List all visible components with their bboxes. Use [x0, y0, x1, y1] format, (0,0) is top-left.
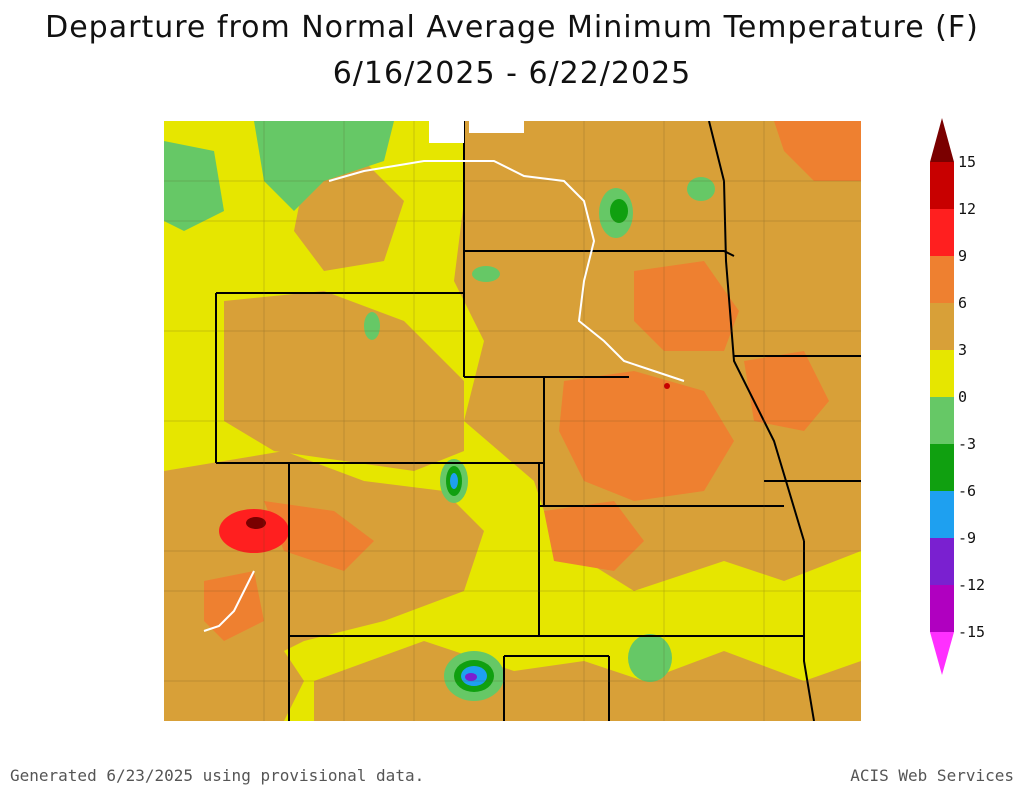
hot-spot-iowa-border	[664, 383, 670, 389]
legend-label: -6	[958, 482, 976, 500]
cool-region-west-edge	[164, 141, 224, 231]
cool-spot-minnesota	[687, 177, 715, 201]
missouri-river	[328, 160, 685, 382]
legend-band	[930, 162, 954, 209]
warm-region-wyoming	[224, 291, 464, 471]
colder-spot-oklahoma	[465, 673, 477, 681]
legend-label: -12	[958, 576, 985, 594]
cold-spot-colorado	[450, 473, 458, 489]
legend-band	[930, 397, 954, 444]
water-features	[203, 160, 685, 632]
map-date-range: 6/16/2025 - 6/22/2025	[332, 56, 692, 91]
warm-region-montana	[294, 161, 404, 271]
warmer-anomaly-regions	[204, 121, 861, 641]
boundary-mo-east	[803, 541, 815, 721]
state-boundaries	[215, 121, 861, 721]
boundary-nd-sd	[464, 250, 735, 257]
cool-spot-wyoming-east	[364, 312, 380, 340]
legend-bottom-arrow	[930, 632, 954, 675]
legend-label: 0	[958, 388, 967, 406]
warmer-region-colorado	[264, 501, 374, 571]
legend-band	[930, 209, 954, 256]
hot-spot-west	[219, 509, 289, 553]
legend-band	[930, 444, 954, 491]
warm-region-southwest	[164, 621, 304, 721]
legend-band	[930, 585, 954, 632]
county-lines	[164, 121, 861, 721]
warm-region-east-dakotas	[454, 121, 861, 591]
warmer-region-kansas	[544, 501, 644, 571]
legend-band	[930, 491, 954, 538]
legend-label: -15	[958, 623, 985, 641]
legend-label: -3	[958, 435, 976, 453]
cool-region-northwest	[254, 121, 394, 211]
legend-band	[930, 256, 954, 303]
cooler-spot-dakota	[610, 199, 628, 223]
legend-label: 12	[958, 200, 976, 218]
warmer-region-nebraska	[559, 371, 734, 501]
color-scale-legend: 15 12 9 6 3 0 -3 -6 -9 -12 -15	[930, 118, 985, 675]
legend-top-arrow	[930, 118, 954, 162]
legend-band	[930, 303, 954, 350]
legend-label: 3	[958, 341, 967, 359]
canada-gap	[429, 121, 464, 143]
boundary-mn-ia-west	[708, 121, 805, 542]
credit-text: ACIS Web Services	[850, 766, 1014, 785]
warm-anomaly-regions	[164, 121, 861, 721]
legend-label: 15	[958, 153, 976, 171]
legend-labels: 15 12 9 6 3 0 -3 -6 -9 -12 -15	[958, 153, 985, 641]
rio-grande	[203, 570, 255, 632]
warmer-region-minnesota	[774, 121, 861, 181]
warmer-region-iowa	[744, 351, 829, 431]
hottest-spot-west	[246, 517, 266, 529]
temperature-departure-map	[164, 121, 861, 721]
cool-spot-wyoming	[472, 266, 500, 282]
legend-label: 9	[958, 247, 967, 265]
legend-band	[930, 538, 954, 585]
legend-band	[930, 350, 954, 397]
map-title: Departure from Normal Average Minimum Te…	[45, 10, 979, 45]
warmer-region-southdakota	[634, 261, 739, 351]
legend-label: -9	[958, 529, 976, 547]
cool-spot-texas-panhandle	[628, 634, 672, 682]
generated-note: Generated 6/23/2025 using provisional da…	[10, 766, 425, 785]
warmer-region-newmexico	[204, 571, 264, 641]
legend-label: 6	[958, 294, 967, 312]
canada-gap-2	[469, 121, 524, 133]
